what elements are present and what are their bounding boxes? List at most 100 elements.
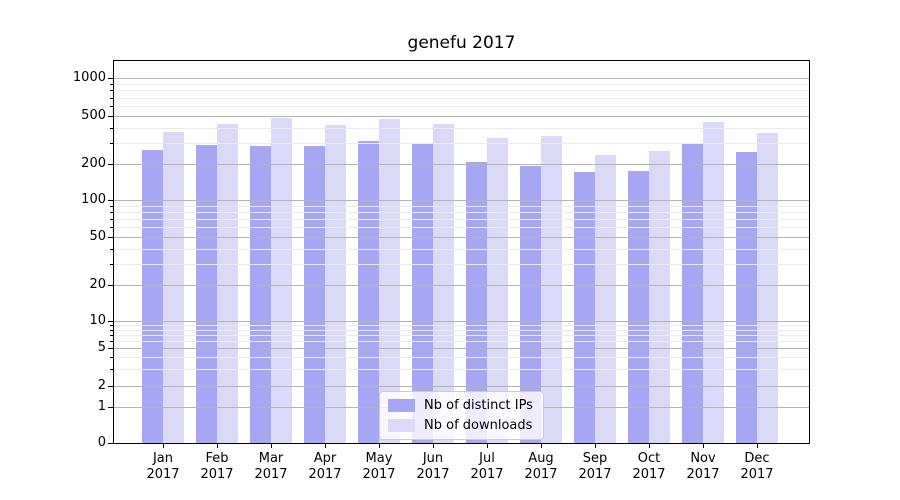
x-tick-mark	[379, 444, 380, 448]
plot-area	[113, 60, 810, 444]
x-tick-label: Aug 2017	[524, 451, 558, 482]
gridline-minor	[114, 334, 809, 336]
x-tick-mark	[163, 444, 164, 448]
x-tick-mark	[757, 444, 758, 448]
y-tick-label: 200	[81, 156, 106, 171]
grid-layer	[114, 61, 809, 443]
legend-swatch-downloads	[388, 419, 415, 432]
chart-title: genefu 2017	[407, 33, 516, 53]
y-minor-tick-mark	[110, 227, 113, 229]
gridline-major	[114, 116, 809, 117]
y-tick-mark	[108, 237, 113, 238]
gridline-minor	[114, 248, 809, 250]
gridline-minor	[114, 329, 809, 331]
y-tick-mark	[108, 200, 113, 201]
x-tick-label: Jun 2017	[416, 451, 450, 482]
gridline-minor	[114, 340, 809, 342]
y-minor-tick-mark	[110, 106, 113, 107]
y-tick-label: 500	[81, 108, 106, 123]
y-minor-tick-mark	[110, 219, 113, 221]
bar-distinct-ips	[574, 171, 595, 443]
y-minor-tick-mark	[110, 211, 113, 213]
y-minor-tick-mark	[110, 340, 113, 342]
x-tick-mark	[433, 444, 434, 448]
y-tick-label: 50	[89, 229, 106, 244]
gridline-major	[114, 237, 809, 238]
gridline-major	[114, 200, 809, 201]
bar-downloads	[757, 132, 778, 443]
y-tick-mark	[108, 164, 113, 165]
bar-downloads	[487, 137, 508, 443]
y-minor-tick-mark	[110, 248, 113, 250]
gridline-minor	[114, 227, 809, 229]
y-tick-mark	[108, 285, 113, 286]
x-tick-label: Sep 2017	[578, 451, 612, 482]
bar-distinct-ips	[304, 145, 325, 443]
bar-distinct-ips	[520, 166, 541, 443]
y-tick-mark	[108, 386, 113, 387]
y-minor-tick-mark	[110, 263, 113, 265]
legend-entry-downloads: Nb of downloads	[388, 418, 533, 433]
bar-downloads	[325, 125, 346, 443]
x-tick-label: Jan 2017	[146, 451, 180, 482]
x-tick-mark	[271, 444, 272, 448]
y-minor-tick-mark	[110, 142, 113, 144]
y-tick-label: 2	[97, 378, 106, 393]
gridline-minor	[114, 97, 809, 99]
gridline-minor	[114, 142, 809, 144]
x-tick-mark	[487, 444, 488, 448]
bar-distinct-ips	[412, 143, 433, 443]
x-tick-label: Jul 2017	[470, 451, 504, 482]
gridline-minor	[114, 369, 809, 371]
y-minor-tick-mark	[110, 329, 113, 331]
gridline-minor	[114, 219, 809, 221]
legend-label-distinct-ips: Nb of distinct IPs	[424, 398, 533, 413]
bar-distinct-ips	[682, 142, 703, 443]
y-minor-tick-mark	[110, 357, 113, 359]
x-tick-label: Oct 2017	[632, 451, 666, 482]
legend-label-downloads: Nb of downloads	[424, 418, 533, 433]
bar-downloads	[217, 124, 238, 443]
x-tick-mark	[703, 444, 704, 448]
gridline-major	[114, 164, 809, 165]
bar-distinct-ips	[250, 145, 271, 443]
x-tick-mark	[541, 444, 542, 448]
y-tick-mark	[108, 116, 113, 117]
gridline-minor	[114, 263, 809, 265]
y-minor-tick-mark	[110, 97, 113, 99]
y-tick-label: 1000	[72, 70, 106, 85]
gridline-minor	[114, 205, 809, 207]
y-tick-mark	[108, 407, 113, 408]
x-tick-mark	[217, 444, 218, 448]
gridline-major	[114, 386, 809, 387]
y-minor-tick-mark	[110, 325, 113, 327]
bars-layer	[114, 61, 809, 443]
y-minor-tick-mark	[110, 334, 113, 336]
legend-entry-distinct-ips: Nb of distinct IPs	[388, 398, 533, 413]
gridline-major	[114, 321, 809, 322]
y-tick-mark	[108, 443, 113, 444]
y-tick-mark	[108, 321, 113, 322]
y-minor-tick-mark	[110, 83, 113, 85]
y-tick-label: 20	[89, 277, 106, 292]
bar-distinct-ips	[358, 141, 379, 443]
gridline-minor	[114, 325, 809, 327]
y-tick-mark	[108, 348, 113, 349]
x-tick-label: Feb 2017	[200, 451, 234, 482]
y-minor-tick-mark	[110, 127, 113, 129]
x-tick-label: Dec 2017	[740, 451, 774, 482]
y-minor-tick-mark	[110, 205, 113, 207]
gridline-minor	[114, 127, 809, 129]
x-tick-label: Nov 2017	[686, 451, 720, 482]
gridline-major	[114, 78, 809, 79]
gridline-major	[114, 285, 809, 286]
legend: Nb of distinct IPs Nb of downloads	[379, 391, 544, 440]
y-tick-label: 0	[97, 435, 106, 450]
gridline-minor	[114, 83, 809, 85]
x-tick-mark	[325, 444, 326, 448]
x-tick-mark	[595, 444, 596, 448]
y-tick-mark	[108, 78, 113, 79]
y-tick-label: 10	[89, 313, 106, 328]
bar-distinct-ips	[466, 161, 487, 443]
